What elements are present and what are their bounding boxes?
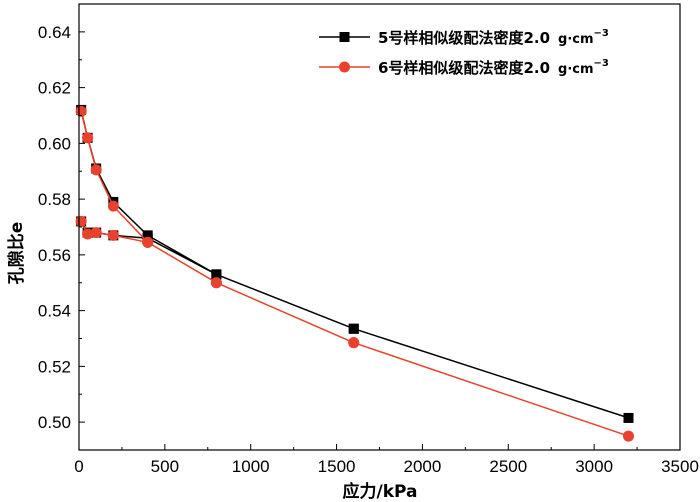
legend-unit-exponent: −3 <box>594 58 609 69</box>
x-tick-label: 2000 <box>404 457 442 476</box>
data-point <box>107 229 119 241</box>
data-point <box>75 105 87 117</box>
data-point <box>348 323 359 334</box>
legend-unit: g·cm <box>558 32 594 47</box>
y-tick-label: 0.54 <box>38 302 71 321</box>
legend-unit-exponent: −3 <box>594 28 609 39</box>
y-axis-title: 孔隙比e <box>6 222 27 285</box>
legend-marker <box>339 32 350 42</box>
data-point <box>107 200 119 212</box>
y-tick-label: 0.50 <box>38 413 71 432</box>
series-line-1 <box>80 109 629 419</box>
x-tick-label: 2500 <box>489 457 527 476</box>
legend-label: 5号样相似级配法密度2.0 g·cm−3 <box>378 28 609 47</box>
x-tick-label: 3500 <box>661 457 699 476</box>
data-point <box>210 277 222 289</box>
y-tick-label: 0.62 <box>38 79 71 98</box>
x-tick-label: 3000 <box>575 457 613 476</box>
y-tick-label: 0.60 <box>38 134 71 153</box>
data-point <box>211 269 222 280</box>
y-tick-label: 0.64 <box>38 23 71 42</box>
x-tick-label: 0 <box>74 457 83 476</box>
y-tick-label: 0.52 <box>38 357 71 376</box>
data-point <box>75 215 87 227</box>
data-point <box>622 430 634 442</box>
x-tick-label: 1000 <box>232 457 270 476</box>
data-point <box>142 236 154 248</box>
legend-unit: g·cm <box>558 62 594 77</box>
x-tick-label: 500 <box>151 457 179 476</box>
series-line-2 <box>80 111 629 437</box>
x-axis-title: 应力/kPa <box>343 481 418 502</box>
data-point <box>623 412 634 423</box>
legend-series-name: 5号样相似级配法密度2.0 <box>378 29 550 47</box>
data-point <box>348 337 360 349</box>
data-point <box>82 228 94 240</box>
legend-marker <box>339 61 350 73</box>
x-tick-label: 1500 <box>318 457 356 476</box>
legend-label: 6号样相似级配法密度2.0 g·cm−3 <box>378 58 609 77</box>
legend-series-name: 6号样相似级配法密度2.0 <box>378 59 550 77</box>
data-point <box>82 132 94 144</box>
y-tick-label: 0.58 <box>38 190 71 209</box>
y-tick-label: 0.56 <box>38 246 71 265</box>
data-point <box>90 227 102 239</box>
data-point <box>90 164 102 176</box>
